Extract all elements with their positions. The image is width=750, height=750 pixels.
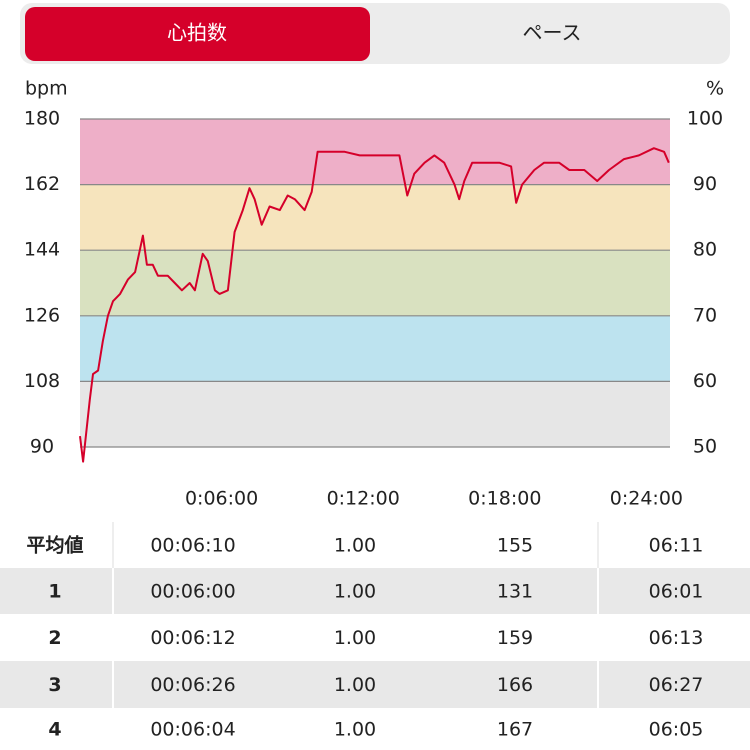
x-tick-label: 0:06:00 (185, 488, 258, 510)
table-cell: 1 (48, 581, 61, 603)
table-row (0, 568, 750, 614)
table-cell: 159 (497, 627, 533, 649)
y2-tick-label: 80 (693, 239, 717, 261)
y-tick-label: 180 (24, 108, 60, 130)
y2-tick-label: 50 (693, 436, 717, 458)
table-cell: 06:05 (649, 719, 704, 741)
table-cell: 1.00 (334, 535, 376, 557)
y-tick-label: 90 (30, 436, 54, 458)
table-cell: 06:11 (649, 535, 704, 557)
tab-active[interactable] (25, 7, 370, 61)
table-cell: 00:06:04 (150, 719, 235, 741)
table-cell: 167 (497, 719, 533, 741)
table-cell: 1.00 (334, 581, 376, 603)
y-tick-label: 108 (24, 370, 60, 392)
y-tick-label: 126 (24, 304, 60, 326)
table-cell: 155 (497, 535, 533, 557)
y-tick-label: 162 (24, 173, 60, 195)
y2-tick-label: 70 (693, 304, 717, 326)
table-row (0, 661, 750, 708)
table-cell: 166 (497, 674, 533, 696)
table-cell: 4 (48, 719, 61, 741)
tab-label[interactable]: 心拍数 (167, 21, 227, 45)
table-cell: 06:27 (649, 674, 704, 696)
heart-rate-line (79, 147, 670, 463)
table-cell: 00:06:10 (150, 535, 235, 557)
table-cell: 1.00 (334, 627, 376, 649)
zone-band (80, 184, 670, 251)
zone-band (80, 381, 670, 447)
table-cell: 06:01 (649, 581, 704, 603)
table-cell: 2 (48, 627, 61, 649)
table-cell: 3 (48, 674, 61, 696)
y2-axis-label: % (706, 78, 724, 100)
zone-band (80, 315, 670, 382)
table-cell: 00:06:26 (150, 674, 235, 696)
y2-tick-label: 60 (693, 370, 717, 392)
zone-band (80, 250, 670, 316)
y2-tick-label: 90 (693, 173, 717, 195)
table-cell: 131 (497, 581, 533, 603)
table-row (0, 614, 750, 661)
zone-band (80, 119, 670, 185)
x-tick-label: 0:24:00 (610, 488, 683, 510)
x-tick-label: 0:12:00 (327, 488, 400, 510)
y-tick-label: 144 (24, 239, 60, 261)
table-cell: 1.00 (334, 719, 376, 741)
table-cell: 平均値 (26, 534, 83, 557)
table-row (0, 708, 750, 750)
table-cell: 00:06:00 (150, 581, 235, 603)
y-axis-label: bpm (25, 78, 68, 100)
x-tick-label: 0:18:00 (468, 488, 541, 510)
tab-label[interactable]: ペース (523, 21, 582, 45)
table-row (0, 522, 750, 568)
y2-tick-label: 100 (687, 108, 723, 130)
table-cell: 06:13 (649, 627, 704, 649)
table-cell: 1.00 (334, 674, 376, 696)
table-cell: 00:06:12 (150, 627, 235, 649)
